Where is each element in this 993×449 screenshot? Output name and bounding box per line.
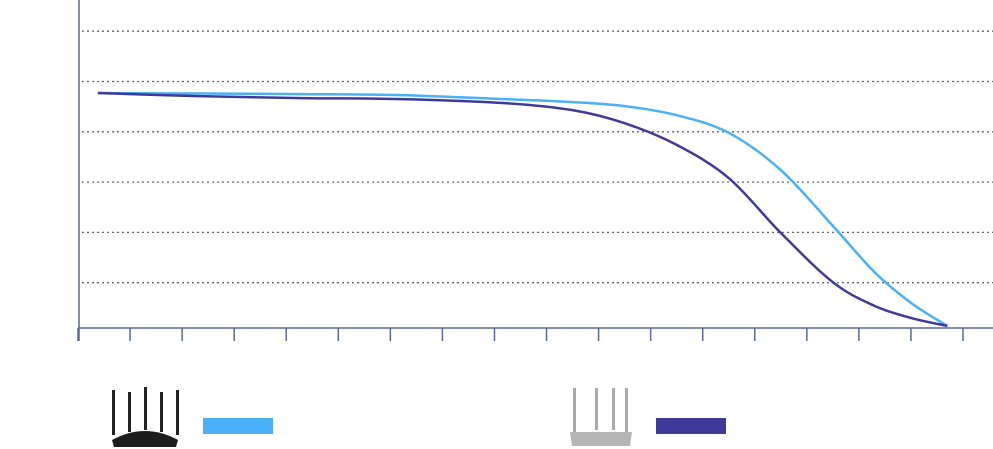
- legend-swatch: [656, 418, 726, 434]
- router-icon-black: [112, 387, 179, 447]
- legend-swatch: [203, 418, 273, 434]
- line-series: [97, 91, 949, 328]
- router-icon-gray: [570, 388, 632, 446]
- line-series: [97, 91, 948, 328]
